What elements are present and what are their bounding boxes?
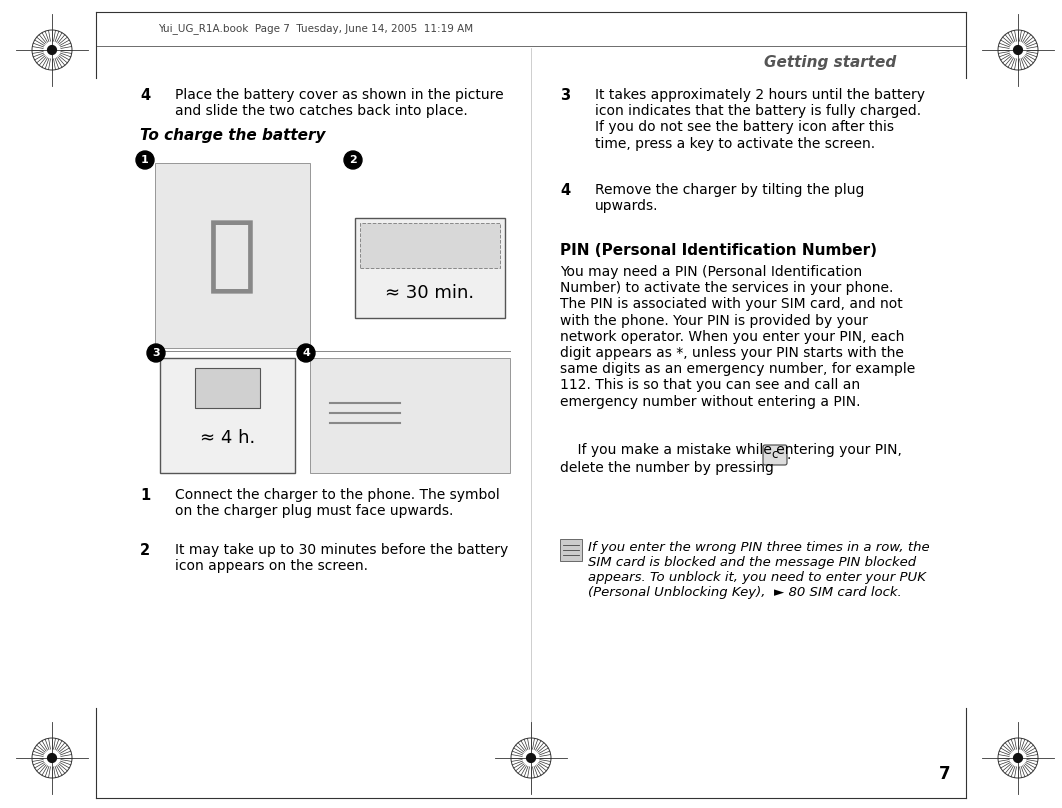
- Text: 📱: 📱: [207, 216, 257, 297]
- Text: If you enter the wrong PIN three times in a row, the
SIM card is blocked and the: If you enter the wrong PIN three times i…: [588, 541, 929, 599]
- Text: 1: 1: [140, 488, 150, 503]
- Text: 2: 2: [349, 155, 357, 165]
- FancyBboxPatch shape: [355, 218, 506, 318]
- Text: Yui_UG_R1A.book  Page 7  Tuesday, June 14, 2005  11:19 AM: Yui_UG_R1A.book Page 7 Tuesday, June 14,…: [158, 23, 474, 35]
- Text: You may need a PIN (Personal Identification
Number) to activate the services in : You may need a PIN (Personal Identificat…: [560, 265, 915, 409]
- Text: 4: 4: [302, 348, 310, 358]
- Circle shape: [48, 754, 56, 763]
- Text: Place the battery cover as shown in the picture
and slide the two catches back i: Place the battery cover as shown in the …: [175, 88, 503, 118]
- Text: 4: 4: [560, 183, 570, 198]
- Text: It may take up to 30 minutes before the battery
icon appears on the screen.: It may take up to 30 minutes before the …: [175, 543, 509, 573]
- Text: PIN (Personal Identification Number): PIN (Personal Identification Number): [560, 243, 877, 258]
- Text: ≈ 30 min.: ≈ 30 min.: [386, 284, 475, 302]
- FancyBboxPatch shape: [195, 368, 260, 408]
- Circle shape: [136, 151, 154, 169]
- FancyBboxPatch shape: [155, 163, 310, 348]
- FancyBboxPatch shape: [560, 539, 582, 561]
- Text: 3: 3: [152, 348, 159, 358]
- Circle shape: [297, 344, 315, 362]
- Circle shape: [48, 45, 56, 54]
- Circle shape: [1013, 45, 1023, 54]
- Text: To charge the battery: To charge the battery: [140, 128, 325, 143]
- Text: .: .: [787, 448, 791, 462]
- Text: 4: 4: [140, 88, 150, 103]
- Text: If you make a mistake while entering your PIN,: If you make a mistake while entering you…: [560, 443, 902, 457]
- Text: Getting started: Getting started: [764, 56, 896, 70]
- Text: c: c: [772, 448, 778, 461]
- Text: delete the number by pressing: delete the number by pressing: [560, 461, 774, 475]
- Circle shape: [1013, 754, 1023, 763]
- Circle shape: [147, 344, 165, 362]
- Text: Connect the charger to the phone. The symbol
on the charger plug must face upwar: Connect the charger to the phone. The sy…: [175, 488, 500, 518]
- Text: Remove the charger by tilting the plug
upwards.: Remove the charger by tilting the plug u…: [595, 183, 864, 213]
- FancyBboxPatch shape: [160, 358, 295, 473]
- Text: 2: 2: [140, 543, 150, 558]
- Text: 3: 3: [560, 88, 570, 103]
- FancyBboxPatch shape: [763, 445, 787, 465]
- FancyBboxPatch shape: [360, 223, 500, 268]
- Circle shape: [344, 151, 362, 169]
- Text: 1: 1: [141, 155, 149, 165]
- Text: 7: 7: [939, 765, 950, 783]
- Circle shape: [527, 754, 535, 763]
- FancyBboxPatch shape: [310, 358, 510, 473]
- Text: It takes approximately 2 hours until the battery
icon indicates that the battery: It takes approximately 2 hours until the…: [595, 88, 925, 150]
- Text: ≈ 4 h.: ≈ 4 h.: [200, 429, 255, 447]
